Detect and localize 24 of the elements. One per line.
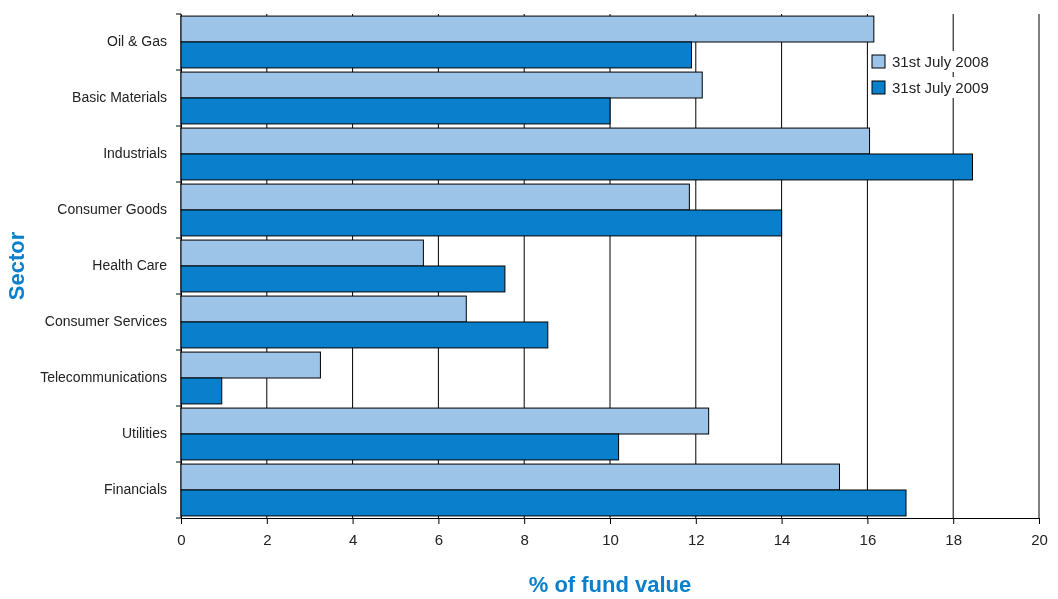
x-axis-title: % of fund value: [528, 572, 692, 597]
x-tick-label: 18: [945, 531, 963, 548]
y-tick-label: Utilities: [121, 425, 167, 442]
y-tick-label: Consumer Services: [44, 313, 167, 330]
legend-label: 31st July 2009: [892, 79, 989, 96]
x-tick-label: 6: [434, 531, 444, 548]
x-tick-label: 16: [859, 531, 877, 548]
y-tick-label: Basic Materials: [72, 89, 167, 106]
y-axis-title: Sector: [4, 231, 29, 301]
x-tick-label: 12: [687, 531, 705, 548]
y-tick-label: Telecommunications: [40, 369, 167, 386]
x-tick-label: 2: [263, 531, 272, 548]
legend-label: 31st July 2008: [892, 53, 989, 70]
y-tick-label: Health Care: [92, 257, 168, 274]
y-tick-label: Consumer Goods: [57, 201, 167, 218]
x-tick-label: 0: [177, 531, 186, 548]
x-tick-label: 14: [773, 531, 791, 548]
y-tick-label: Industrials: [103, 145, 167, 162]
x-tick-label: 20: [1031, 531, 1048, 548]
y-tick-label: Oil & Gas: [107, 33, 167, 50]
y-tick-label: Financials: [103, 481, 167, 498]
x-tick-label: 4: [348, 531, 358, 548]
x-tick-label: 8: [520, 531, 529, 548]
x-tick-label: 10: [602, 531, 619, 548]
